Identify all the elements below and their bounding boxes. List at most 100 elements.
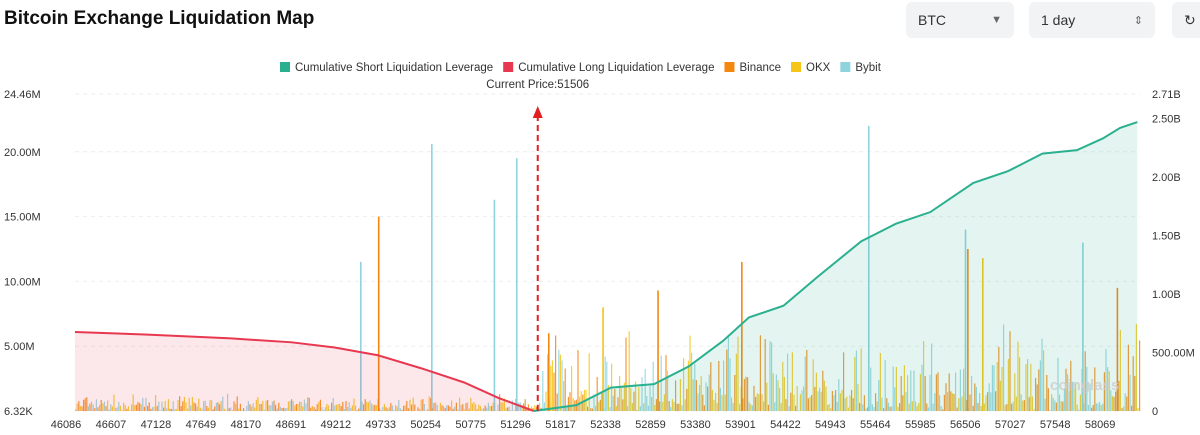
liquidation-bar: [935, 374, 937, 411]
liquidation-bar: [769, 341, 771, 411]
x-tick-label: 49212: [320, 419, 351, 431]
liquidation-bar: [382, 407, 384, 411]
liquidation-bar: [719, 387, 721, 411]
liquidation-bar: [782, 361, 784, 411]
liquidation-bar: [715, 392, 717, 411]
liquidation-bar: [340, 406, 342, 411]
liquidation-bar: [227, 393, 229, 411]
liquidation-bar: [831, 390, 833, 411]
liquidation-bar: [1081, 368, 1083, 411]
liquidation-bar: [1119, 330, 1121, 411]
liquidation-bar: [473, 401, 475, 411]
legend-item: OKX: [806, 62, 831, 74]
liquidation-bar: [859, 403, 861, 411]
liquidation-bar: [1006, 404, 1008, 411]
liquidation-bar: [119, 405, 121, 411]
liquidation-bar: [187, 408, 189, 411]
liquidation-bar: [940, 405, 942, 411]
liquidation-bar: [300, 402, 302, 411]
liquidation-bar: [847, 407, 849, 411]
liquidation-bar: [326, 403, 328, 411]
liquidation-bar: [414, 404, 416, 411]
bybit-bar: [515, 158, 518, 411]
liquidation-bar: [331, 402, 333, 411]
liquidation-bar: [939, 395, 941, 411]
liquidation-bar: [118, 401, 120, 411]
liquidation-bar: [863, 395, 865, 411]
liquidation-bar: [275, 404, 277, 411]
liquidation-bar: [1094, 367, 1096, 411]
binance-bar: [657, 290, 659, 411]
liquidation-bar: [95, 399, 97, 411]
x-tick-label: 51817: [545, 419, 576, 431]
liquidation-bar: [182, 401, 184, 411]
range-select[interactable]: 1 day ⇕: [1029, 2, 1155, 38]
liquidation-bar: [646, 395, 648, 411]
liquidation-bar: [219, 404, 221, 411]
liquidation-bar: [259, 403, 261, 411]
liquidation-bar: [580, 391, 582, 411]
liquidation-bar: [747, 377, 749, 411]
liquidation-bar: [1031, 396, 1033, 411]
liquidation-bar: [655, 399, 657, 411]
liquidation-bar: [886, 398, 888, 411]
liquidation-bar: [1033, 408, 1035, 411]
legend-item: Binance: [739, 62, 781, 74]
liquidation-bar: [145, 397, 147, 411]
liquidation-bar: [135, 404, 137, 411]
liquidation-bar: [1007, 358, 1009, 411]
liquidation-bar: [159, 410, 161, 411]
liquidation-bar: [171, 409, 173, 411]
liquidation-bar: [107, 400, 109, 411]
liquidation-bar: [492, 402, 494, 411]
liquidation-bar: [593, 394, 595, 411]
liquidation-bar: [958, 397, 960, 411]
liquidation-bar: [435, 402, 437, 411]
liquidation-bar: [420, 400, 422, 411]
liquidation-bar: [371, 403, 373, 411]
liquidation-bar: [526, 409, 528, 411]
legend-item: Bybit: [855, 62, 881, 74]
liquidation-bar: [78, 401, 80, 411]
liquidation-bar: [283, 407, 285, 411]
liquidation-bar: [622, 399, 624, 411]
liquidation-bar: [588, 353, 590, 411]
liquidation-bar: [327, 405, 329, 411]
liquidation-bar: [430, 397, 432, 411]
legend-swatch: [791, 62, 802, 72]
liquidation-bar: [1004, 404, 1006, 411]
liquidation-bar: [1043, 350, 1045, 411]
liquidation-bar: [113, 394, 115, 411]
liquidation-bar: [1054, 400, 1056, 411]
liquidation-bar: [303, 399, 305, 411]
liquidation-bar: [393, 409, 395, 411]
liquidation-bar: [705, 382, 707, 411]
x-tick-label: 48691: [276, 419, 307, 431]
liquidation-bar: [196, 406, 198, 411]
refresh-button[interactable]: ↻: [1172, 2, 1200, 38]
liquidation-bar: [681, 405, 683, 411]
liquidation-bar: [1041, 338, 1043, 411]
liquidation-bar: [950, 391, 952, 411]
liquidation-bar: [203, 401, 205, 411]
liquidation-bar: [926, 403, 928, 411]
right-tick-label: 2.71B: [1152, 89, 1181, 101]
coin-select[interactable]: BTC ▼: [906, 2, 1014, 38]
liquidation-bar: [654, 404, 656, 411]
liquidation-bar: [175, 409, 177, 411]
liquidation-bar: [353, 398, 355, 411]
liquidation-bar: [513, 410, 515, 411]
caret-down-icon: ▼: [991, 14, 1002, 26]
liquidation-bar: [1131, 405, 1133, 411]
liquidation-bar: [321, 407, 323, 411]
liquidation-bar: [659, 401, 661, 411]
liquidation-bar: [851, 389, 853, 411]
liquidation-bar: [81, 406, 83, 411]
liquidation-bar: [975, 386, 977, 411]
liquidation-bar: [1121, 408, 1123, 411]
liquidation-bar: [199, 407, 201, 411]
liquidation-bar: [969, 394, 971, 411]
liquidation-bar: [955, 372, 957, 411]
liquidation-bar: [739, 404, 741, 411]
liquidation-bar: [355, 405, 357, 411]
